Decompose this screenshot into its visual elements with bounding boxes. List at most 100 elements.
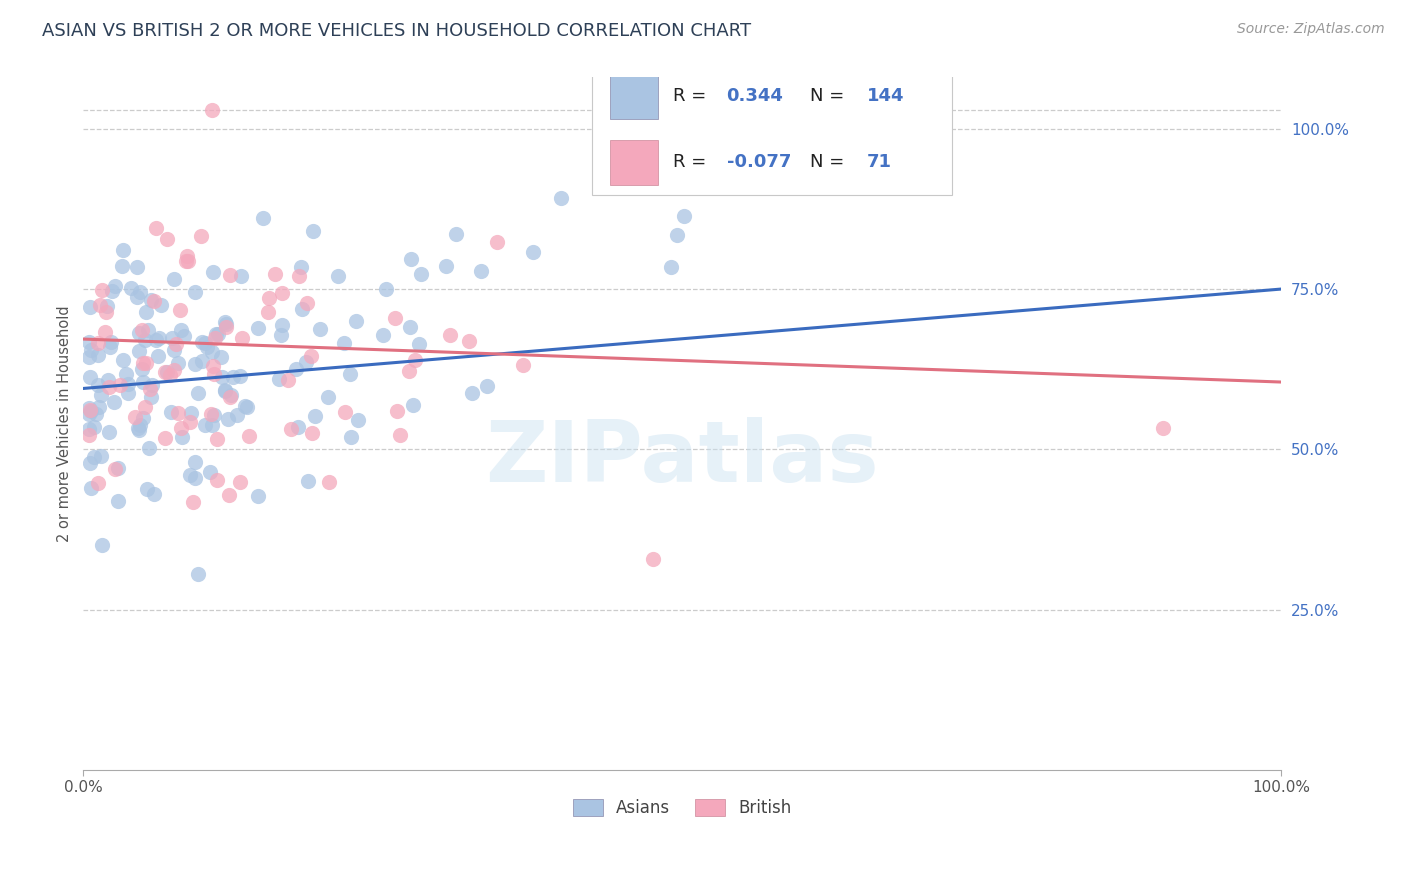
Point: [229, 475, 252, 489]
Point: [156, 232, 179, 246]
Point: [434, 259, 457, 273]
Point: [170, 421, 193, 435]
Point: [187, 566, 209, 581]
Point: [277, 373, 299, 387]
Point: [399, 252, 422, 266]
Point: [398, 364, 420, 378]
Point: [256, 304, 278, 318]
Point: [207, 473, 229, 487]
Point: [194, 417, 217, 432]
Point: [190, 229, 212, 244]
Point: [77, 422, 100, 436]
Y-axis label: 2 or more Vehicles in Household: 2 or more Vehicles in Household: [58, 305, 72, 542]
Point: [233, 399, 256, 413]
Point: [290, 260, 312, 275]
Point: [444, 227, 467, 241]
Point: [326, 268, 349, 283]
Point: [236, 401, 259, 415]
Point: [97, 425, 120, 439]
Point: [120, 280, 142, 294]
Point: [77, 335, 100, 350]
Point: [287, 419, 309, 434]
Text: 144: 144: [866, 87, 904, 105]
Point: [80, 343, 103, 357]
Point: [225, 408, 247, 422]
Point: [180, 406, 202, 420]
Point: [659, 260, 682, 274]
Point: [115, 367, 138, 381]
Point: [167, 406, 190, 420]
Point: [94, 305, 117, 319]
Point: [163, 343, 186, 358]
Point: [371, 328, 394, 343]
Point: [665, 227, 688, 242]
Point: [156, 365, 179, 379]
Point: [229, 269, 252, 284]
Point: [402, 398, 425, 412]
Point: [145, 333, 167, 347]
Point: [87, 400, 110, 414]
Point: [284, 362, 307, 376]
Point: [132, 356, 155, 370]
Point: [148, 331, 170, 345]
Point: [184, 455, 207, 469]
Text: Source: ZipAtlas.com: Source: ZipAtlas.com: [1237, 22, 1385, 37]
Point: [231, 331, 253, 345]
Point: [128, 326, 150, 340]
Point: [756, 103, 779, 117]
Point: [79, 402, 101, 417]
Point: [112, 243, 135, 257]
Point: [384, 310, 406, 325]
Point: [131, 362, 153, 376]
Point: [333, 336, 356, 351]
Point: [344, 313, 367, 327]
Point: [83, 419, 105, 434]
Point: [101, 285, 124, 299]
Point: [259, 291, 281, 305]
Point: [86, 476, 108, 491]
Point: [127, 421, 149, 435]
Point: [139, 390, 162, 404]
Point: [299, 349, 322, 363]
Point: [107, 461, 129, 475]
Point: [77, 401, 100, 416]
Point: [83, 450, 105, 464]
Point: [145, 220, 167, 235]
Point: [117, 386, 139, 401]
Point: [104, 462, 127, 476]
Point: [179, 468, 201, 483]
Point: [111, 260, 134, 274]
Point: [267, 372, 290, 386]
Point: [131, 323, 153, 337]
Point: [96, 299, 118, 313]
Text: ZIPatlas: ZIPatlas: [485, 417, 879, 500]
Point: [94, 325, 117, 339]
Point: [134, 333, 156, 347]
Point: [486, 235, 509, 250]
Point: [271, 286, 294, 301]
Text: 0.344: 0.344: [727, 87, 783, 105]
Point: [215, 318, 238, 332]
Point: [288, 268, 311, 283]
Point: [100, 335, 122, 350]
Point: [128, 418, 150, 433]
Point: [90, 388, 112, 402]
Point: [107, 494, 129, 508]
Point: [399, 320, 422, 334]
Point: [117, 376, 139, 391]
Point: [186, 385, 208, 400]
Point: [86, 377, 108, 392]
Point: [291, 301, 314, 316]
Point: [411, 268, 433, 282]
Point: [252, 211, 274, 225]
Point: [80, 404, 103, 418]
Point: [238, 429, 260, 443]
Point: [149, 298, 172, 312]
Point: [177, 253, 200, 268]
Point: [143, 486, 166, 500]
Point: [141, 378, 163, 392]
Point: [222, 370, 245, 384]
Point: [127, 289, 149, 303]
Point: [217, 412, 239, 426]
Point: [173, 328, 195, 343]
